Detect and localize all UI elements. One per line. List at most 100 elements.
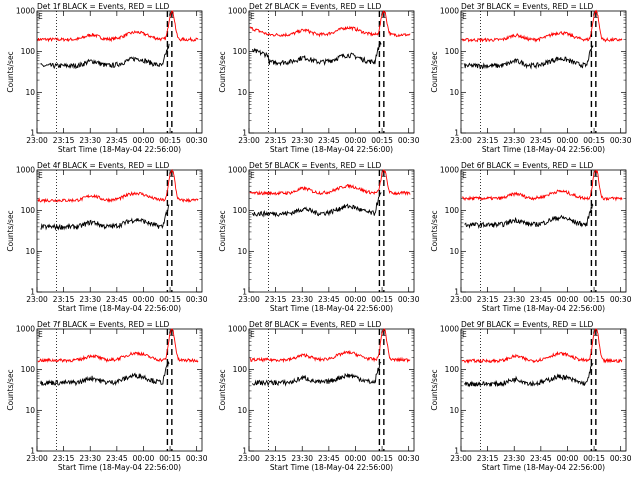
y-axis-label: Counts/sec	[218, 210, 227, 251]
panel-title: Det 6f BLACK = Events, RED = LLD	[461, 161, 594, 170]
y-tick-label: 1	[30, 447, 35, 456]
lld-series-line	[461, 328, 623, 364]
panel-7: Det 7f BLACK = Events, RED = LLD 1 10 100 10…	[6, 320, 208, 472]
x-tick-label: 00:00	[133, 136, 155, 145]
y-tick-label: 1000	[16, 325, 35, 334]
y-tick-label: 1	[242, 447, 247, 456]
x-tick-label: 23:15	[477, 295, 499, 304]
marker-c: C	[381, 329, 386, 338]
panel-title: Det 8f BLACK = Events, RED = LLD	[249, 320, 382, 329]
plot-frame	[460, 328, 627, 452]
lld-series-line	[461, 9, 623, 43]
panel-6: Det 6f BLACK = Events, RED = LLD 1 10 100 10…	[430, 161, 632, 313]
events-series-line	[40, 204, 170, 231]
lld-series-line	[37, 10, 199, 43]
x-tick-label: 23:00	[238, 136, 260, 145]
x-tick-label: 00:15	[583, 295, 605, 304]
lld-series-line	[249, 328, 411, 364]
events-series-line	[40, 43, 170, 70]
y-axis-label: Counts/sec	[6, 369, 15, 410]
x-tick-label: 00:00	[133, 454, 155, 463]
x-axis-label: Start Time (18-May-04 22:56:00)	[482, 145, 605, 154]
x-axis-label: Start Time (18-May-04 22:56:00)	[270, 463, 393, 472]
x-tick-label: 00:30	[186, 136, 208, 145]
panel-title: Det 7f BLACK = Events, RED = LLD	[37, 320, 170, 329]
y-tick-label: 100	[233, 47, 248, 56]
x-tick-label: 23:00	[450, 136, 472, 145]
y-tick-label: 1	[454, 129, 459, 138]
plot-frame	[36, 169, 203, 293]
x-tick-label: 00:15	[371, 136, 393, 145]
x-tick-label: 00:15	[583, 454, 605, 463]
panel-3: Det 3f BLACK = Events, RED = LLD 1 10 100 10…	[430, 2, 632, 154]
plot-frame	[460, 169, 627, 293]
x-tick-label: 23:15	[53, 136, 75, 145]
plot-frame	[460, 10, 627, 134]
y-axis-label: Counts/sec	[430, 51, 439, 92]
y-tick-label: 100	[21, 206, 36, 215]
y-tick-label: 1	[30, 288, 35, 297]
y-axis-label: Counts/sec	[430, 210, 439, 251]
x-tick-label: 00:30	[186, 295, 208, 304]
x-axis-label: Start Time (18-May-04 22:56:00)	[58, 463, 181, 472]
x-tick-label: 00:30	[398, 454, 420, 463]
x-tick-label: 23:15	[53, 295, 75, 304]
x-tick-label: 00:30	[610, 454, 632, 463]
y-tick-label: 1	[454, 447, 459, 456]
x-tick-label: 00:00	[345, 136, 367, 145]
y-tick-label: 10	[25, 406, 35, 415]
plot-frame	[36, 10, 203, 134]
marker-e: E	[38, 330, 43, 339]
plot-frame	[248, 169, 415, 293]
y-axis-label: Counts/sec	[6, 51, 15, 92]
events-series-line	[464, 362, 594, 388]
panel-title: Det 4f BLACK = Events, RED = LLD	[37, 161, 170, 170]
x-tick-label: 00:15	[159, 136, 181, 145]
y-tick-label: 1	[242, 129, 247, 138]
plot-frame	[36, 328, 203, 452]
events-series-line	[40, 360, 170, 387]
x-tick-label: 00:30	[610, 295, 632, 304]
panel-title: Det 9f BLACK = Events, RED = LLD	[461, 320, 594, 329]
y-tick-label: 1000	[16, 166, 35, 175]
x-tick-label: 23:30	[79, 295, 101, 304]
y-tick-label: 1000	[228, 7, 247, 16]
marker-c: C	[593, 329, 598, 338]
x-axis-label: Start Time (18-May-04 22:56:00)	[482, 463, 605, 472]
panel-title: Det 3f BLACK = Events, RED = LLD	[461, 2, 594, 11]
y-axis-label: Counts/sec	[218, 51, 227, 92]
x-tick-label: 23:45	[530, 295, 552, 304]
marker-e: E	[250, 330, 255, 339]
panel-4: Det 4f BLACK = Events, RED = LLD 1 10 100 10…	[6, 161, 208, 313]
x-tick-label: 23:00	[26, 454, 48, 463]
y-tick-label: 10	[449, 247, 459, 256]
x-tick-label: 00:15	[583, 136, 605, 145]
x-tick-label: 23:15	[477, 454, 499, 463]
marker-c: C	[169, 329, 174, 338]
y-tick-label: 1000	[228, 166, 247, 175]
lld-series-line	[37, 168, 199, 204]
x-tick-label: 23:15	[265, 454, 287, 463]
marker-c: C	[169, 11, 174, 20]
x-axis-label: Start Time (18-May-04 22:56:00)	[270, 145, 393, 154]
marker-c: C	[593, 11, 598, 20]
x-tick-label: 23:45	[530, 136, 552, 145]
marker-c: C	[169, 170, 174, 179]
marker-c: C	[381, 170, 386, 179]
x-tick-label: 23:30	[291, 454, 313, 463]
marker-c: C	[381, 11, 386, 20]
x-tick-label: 23:45	[106, 454, 128, 463]
x-tick-label: 23:00	[26, 295, 48, 304]
panel-1: Det 1f BLACK = Events, RED = LLD 1 10 100 10…	[6, 2, 208, 154]
x-tick-label: 23:45	[318, 295, 340, 304]
x-tick-label: 00:15	[159, 454, 181, 463]
x-tick-label: 00:00	[345, 295, 367, 304]
x-tick-label: 00:00	[557, 136, 579, 145]
y-axis-label: Counts/sec	[430, 369, 439, 410]
x-tick-label: 23:45	[318, 454, 340, 463]
marker-c: C	[593, 170, 598, 179]
x-tick-label: 23:45	[106, 136, 128, 145]
y-tick-label: 1000	[440, 7, 459, 16]
x-tick-label: 00:30	[398, 136, 420, 145]
y-tick-label: 100	[233, 365, 248, 374]
